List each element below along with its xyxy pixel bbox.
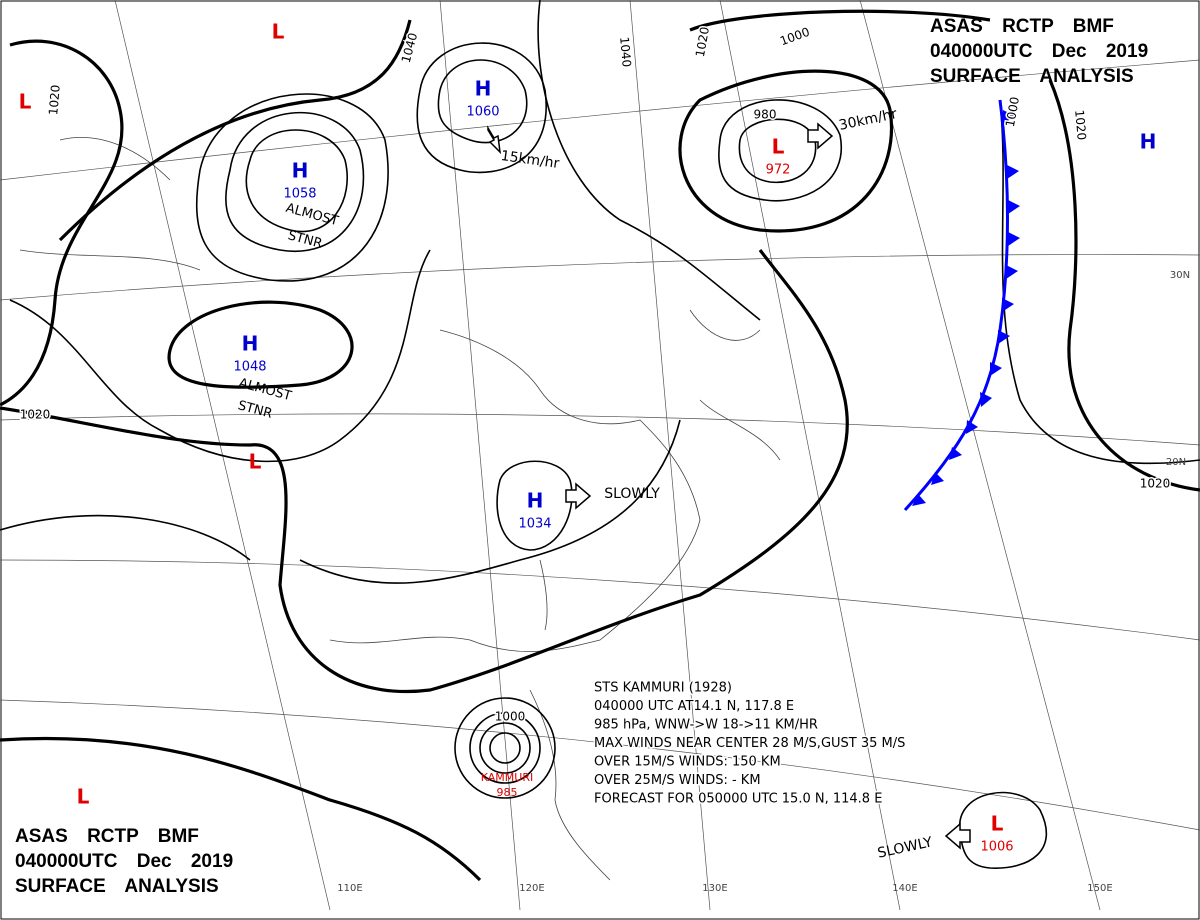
typhoon-info-line: FORECAST FOR 050000 UTC 15.0 N, 114.8 E — [594, 792, 882, 807]
graticule-label: 130E — [702, 883, 727, 894]
graticule-label: 30N — [1170, 270, 1190, 281]
pressure-center-symbol: H — [475, 77, 492, 101]
annotation: STNR — [286, 228, 324, 252]
motion-arrows — [487, 122, 971, 850]
isobar-label: 1020 — [693, 26, 712, 59]
graticule-label: 120E — [519, 883, 544, 894]
isobar-label: 1020 — [20, 408, 51, 422]
motion-label: 30km/hr — [838, 106, 899, 134]
pressure-center-value: 1058 — [283, 187, 316, 202]
cold-front — [903, 99, 1020, 512]
isobar-label: 980 — [754, 108, 777, 122]
header-line: ASAS RCTP BMF — [15, 826, 199, 847]
isobars — [0, 0, 1200, 882]
isobar-label: 1040 — [399, 31, 420, 64]
pressure-center-symbol: H — [1140, 130, 1157, 154]
pressure-center-symbol: L — [991, 812, 1004, 836]
motion-label: SLOWLY — [604, 486, 660, 502]
pressure-center-value: 1006 — [980, 840, 1013, 855]
typhoon-info-line: MAX WINDS NEAR CENTER 28 M/S,GUST 35 M/S — [594, 736, 905, 751]
annotation: ALMOST — [284, 201, 340, 229]
pressure-center-symbol: L — [77, 785, 90, 809]
isobar-label: 1000 — [1003, 96, 1022, 129]
pressure-center-symbol: H — [292, 159, 309, 183]
pressure-center-value: 1034 — [518, 517, 551, 532]
pressure-center-value: 1048 — [233, 360, 266, 375]
pressure-center-symbol: H — [527, 489, 544, 513]
pressure-center-value: 972 — [766, 163, 791, 178]
isobar-label: 1000 — [495, 710, 526, 724]
motion-label: SLOWLY — [876, 834, 934, 861]
coastlines — [19, 137, 781, 881]
isobar-label: 1040 — [617, 36, 634, 68]
pressure-center-symbol: L — [772, 135, 785, 159]
typhoon-name: KAMMURI — [481, 771, 533, 784]
map-labels: ASAS RCTP BMF 040000UTC Dec 2019 SURFACE A… — [15, 16, 1190, 897]
header-line: SURFACE ANALYSIS — [930, 66, 1134, 87]
isobar-label: 1020 — [1072, 109, 1089, 141]
motion-label: 15km/hr — [500, 148, 561, 172]
isobar-label: 1020 — [1140, 477, 1171, 491]
pressure-center-symbol: H — [242, 332, 259, 356]
pressure-center-symbol: L — [19, 90, 32, 114]
header-line: 040000UTC Dec 2019 — [15, 851, 233, 872]
graticule-label: 150E — [1087, 883, 1112, 894]
isobar-label: 1000 — [778, 25, 811, 49]
header-line: ASAS RCTP BMF — [930, 16, 1114, 37]
graticule-label: 140E — [892, 883, 917, 894]
typhoon-pressure: 985 — [497, 786, 518, 799]
isobar-label: 1020 — [46, 84, 63, 116]
annotation: STNR — [236, 398, 274, 422]
pressure-center-symbol: L — [272, 20, 285, 44]
typhoon-info-line: 040000 UTC AT14.1 N, 117.8 E — [594, 699, 794, 714]
typhoon-info-line: OVER 25M/S WINDS: - KM — [594, 773, 761, 788]
header-line: 040000UTC Dec 2019 — [930, 41, 1148, 62]
graticule-label: 110E — [337, 883, 362, 894]
graticule-label: 20N — [1166, 457, 1186, 468]
typhoon-info-line: STS KAMMURI (1928) — [594, 681, 732, 696]
header-line: SURFACE ANALYSIS — [15, 876, 219, 897]
typhoon-info-line: 985 hPa, WNW->W 18->11 KM/HR — [594, 718, 818, 733]
typhoon-info-line: OVER 15M/S WINDS: 150 KM — [594, 755, 781, 770]
pressure-center-value: 1060 — [466, 105, 499, 120]
pressure-center-symbol: L — [249, 450, 262, 474]
